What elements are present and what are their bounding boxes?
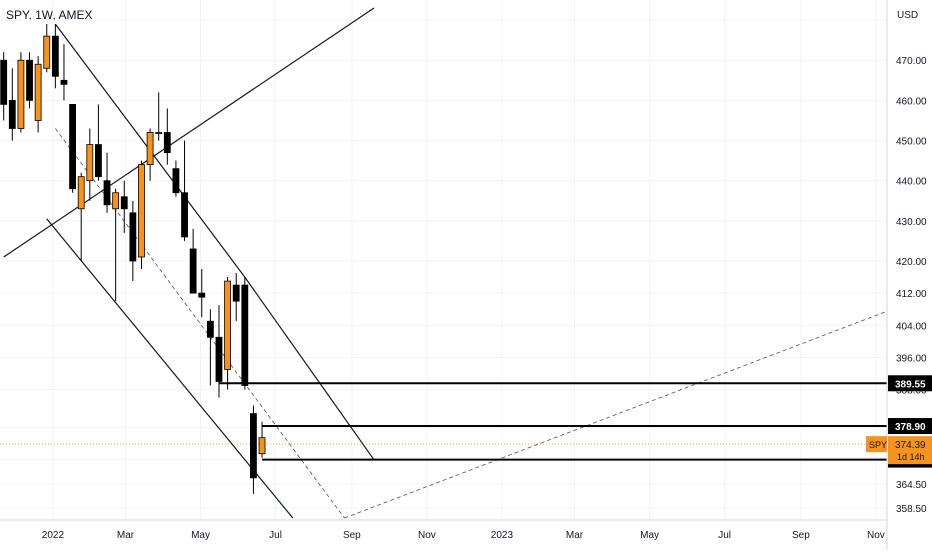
y-tick-label: 404.00 <box>896 321 927 332</box>
candle-body <box>34 63 42 121</box>
candle-body <box>51 35 59 77</box>
y-tick-label: 440.00 <box>896 177 927 188</box>
candle-body <box>155 132 163 134</box>
candle-body <box>215 336 223 382</box>
countdown-label: 1d 14h <box>897 452 925 462</box>
x-tick-label: Sep <box>343 530 361 541</box>
level-label: 389.55 <box>895 379 926 390</box>
chart-title: SPY, 1W, AMEX <box>6 8 93 22</box>
candle-body <box>181 192 188 238</box>
plot-area[interactable] <box>0 7 887 519</box>
candle-body <box>138 164 145 258</box>
candle-body <box>163 132 171 153</box>
candle-body <box>146 132 154 166</box>
x-tick-label: Sep <box>792 530 810 541</box>
y-tick-label: 358.50 <box>896 504 927 515</box>
candle-body <box>198 292 206 298</box>
x-tick-label: May <box>191 530 210 541</box>
candle-body <box>250 413 257 479</box>
candle-body <box>258 437 266 455</box>
candle-body <box>86 144 94 182</box>
y-tick-label: 460.00 <box>896 96 927 107</box>
candle-body <box>241 284 249 386</box>
x-tick-label: May <box>640 530 659 541</box>
y-tick-label: 412.00 <box>896 289 927 300</box>
last-price-box <box>888 436 932 465</box>
candle-body <box>112 192 120 210</box>
y-tick-label: 396.00 <box>896 353 927 364</box>
x-tick-label: Nov <box>418 530 436 541</box>
y-tick-label: 450.00 <box>896 137 927 148</box>
x-tick-label: Nov <box>867 530 885 541</box>
currency-label: USD <box>897 10 918 21</box>
candle-body <box>60 79 68 85</box>
candle-body <box>43 35 51 69</box>
x-tick-label: Mar <box>117 530 135 541</box>
candle-body <box>224 280 231 370</box>
trendline-channel-upper <box>54 23 375 461</box>
level-label: 378.90 <box>895 422 926 433</box>
y-tick-label: 430.00 <box>896 217 927 228</box>
trendline-rising-resistance <box>3 7 375 258</box>
y-tick-label: 364.50 <box>896 480 927 491</box>
candle-body <box>69 104 76 190</box>
candle-body <box>77 176 85 210</box>
candle-body <box>0 59 8 105</box>
y-tick-label: 470.00 <box>896 56 927 67</box>
candle-body <box>206 320 214 338</box>
candle-body <box>172 168 180 194</box>
symbol-tag: SPY <box>869 440 887 450</box>
trendline-channel-midline <box>55 128 345 519</box>
x-tick-label: Jul <box>269 530 282 541</box>
candle-body <box>103 180 111 206</box>
candle-body <box>189 248 197 294</box>
last-price-label: 374.39 <box>895 440 926 451</box>
level-label-box <box>888 418 932 435</box>
candle-body <box>232 284 240 302</box>
x-tick-label: 2023 <box>491 530 514 541</box>
candle-body <box>120 196 128 210</box>
candle-body <box>17 59 25 129</box>
symbol-tag-box <box>866 436 887 453</box>
candle-body <box>26 59 33 101</box>
candle-body <box>129 212 137 262</box>
x-tick-label: Jul <box>718 530 731 541</box>
x-tick-label: Mar <box>566 530 584 541</box>
trendline-long-dashed-support <box>344 310 887 519</box>
level-label-box <box>888 375 932 392</box>
candle-body <box>8 99 16 129</box>
candle-body <box>95 144 102 178</box>
y-tick-label: 420.00 <box>896 257 927 268</box>
x-tick-label: 2022 <box>42 530 65 541</box>
